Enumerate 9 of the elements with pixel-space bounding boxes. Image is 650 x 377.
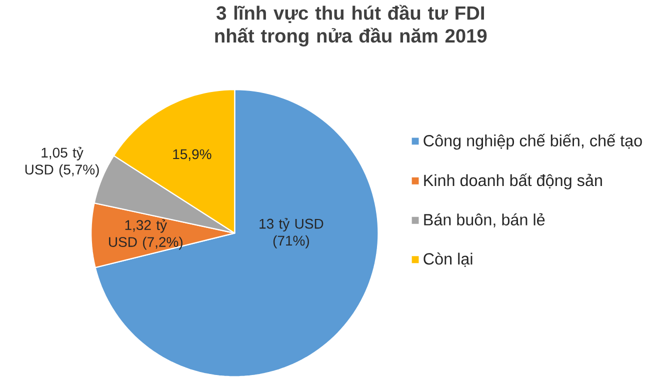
data-label: 15,9% [173, 149, 212, 161]
legend-label: Còn lại [424, 252, 472, 267]
legend-label: Bán buôn, bán lẻ [424, 213, 545, 228]
chart-title: 3 lĩnh vực thu hút đầu tư FDI nhất trong nửa đầu năm 2019 [215, 4, 487, 46]
data-label: 13 tỷ USD (71%) [260, 218, 324, 248]
data-label: 1,32 tỷ USD (7,2%) [109, 219, 182, 250]
data-label: 1,05 tỷ USD (5,7%) [25, 146, 99, 178]
legend-label: Kinh doanh bất động sản [424, 173, 602, 190]
legend-label: Công nghiệp chế biến, chế tạo [424, 134, 642, 150]
